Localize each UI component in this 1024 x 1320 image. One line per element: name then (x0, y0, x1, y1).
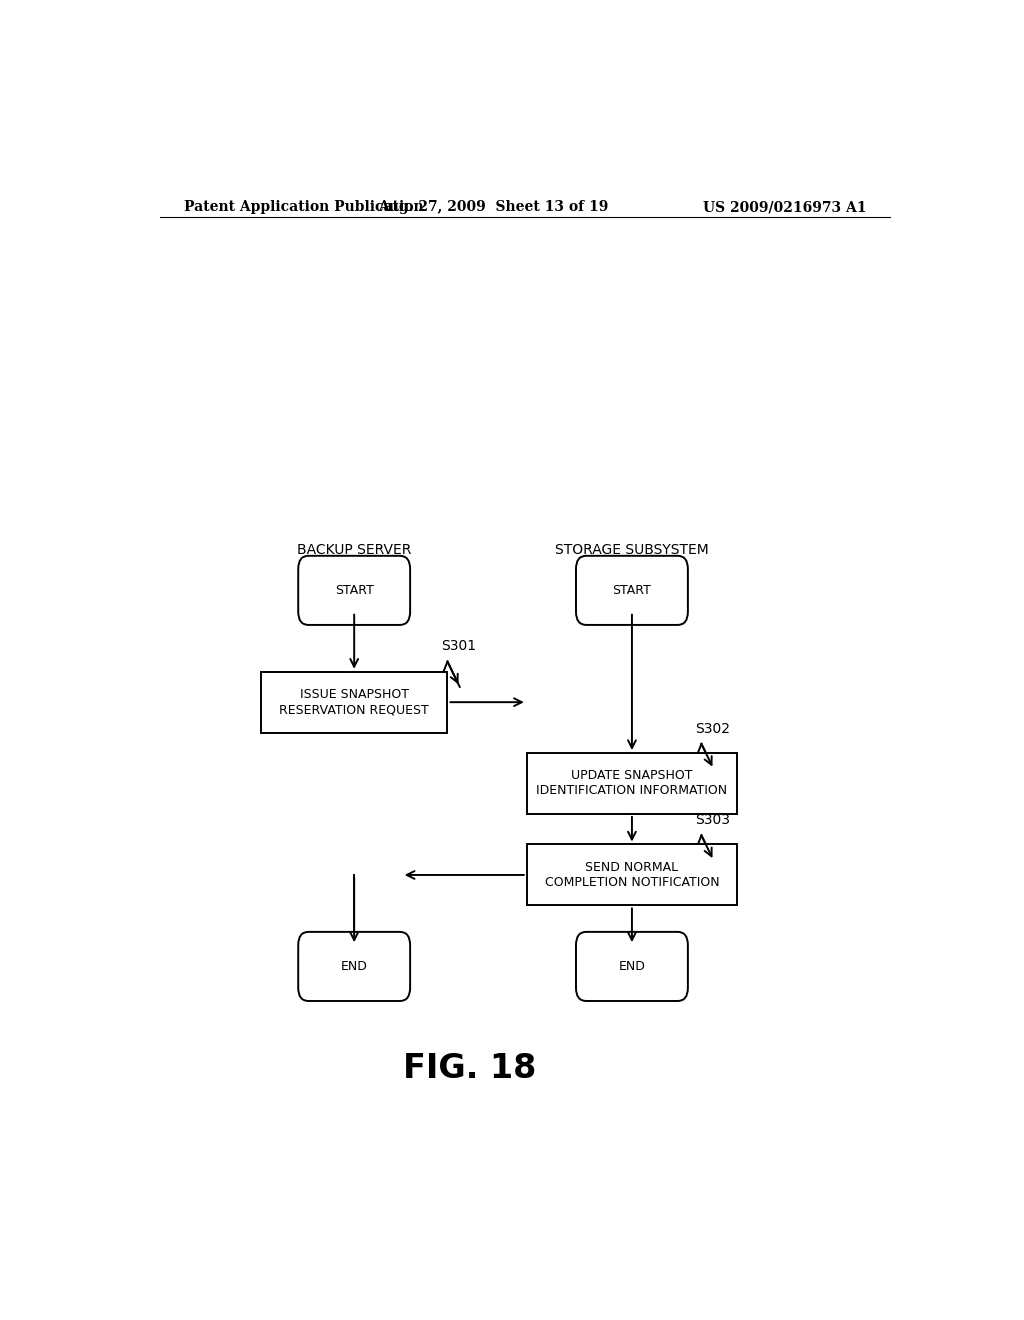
Text: END: END (618, 960, 645, 973)
Text: BACKUP SERVER: BACKUP SERVER (297, 543, 412, 557)
FancyBboxPatch shape (575, 932, 688, 1001)
Bar (526, 845, 737, 906)
Text: START: START (335, 583, 374, 597)
Text: STORAGE SUBSYSTEM: STORAGE SUBSYSTEM (555, 543, 709, 557)
Text: US 2009/0216973 A1: US 2009/0216973 A1 (702, 201, 866, 214)
Text: S302: S302 (695, 722, 730, 735)
FancyBboxPatch shape (298, 556, 411, 624)
Text: FIG. 18: FIG. 18 (402, 1052, 536, 1085)
FancyBboxPatch shape (575, 556, 688, 624)
Bar (526, 752, 737, 814)
FancyBboxPatch shape (298, 932, 411, 1001)
Text: S303: S303 (695, 813, 730, 828)
Text: START: START (612, 583, 651, 597)
Text: SEND NORMAL
COMPLETION NOTIFICATION: SEND NORMAL COMPLETION NOTIFICATION (545, 861, 719, 888)
Text: UPDATE SNAPSHOT
IDENTIFICATION INFORMATION: UPDATE SNAPSHOT IDENTIFICATION INFORMATI… (537, 770, 727, 797)
Text: S301: S301 (441, 639, 476, 653)
Text: Patent Application Publication: Patent Application Publication (183, 201, 423, 214)
Text: Aug. 27, 2009  Sheet 13 of 19: Aug. 27, 2009 Sheet 13 of 19 (378, 201, 608, 214)
Text: END: END (341, 960, 368, 973)
Text: ISSUE SNAPSHOT
RESERVATION REQUEST: ISSUE SNAPSHOT RESERVATION REQUEST (280, 688, 429, 717)
Bar (261, 672, 447, 733)
